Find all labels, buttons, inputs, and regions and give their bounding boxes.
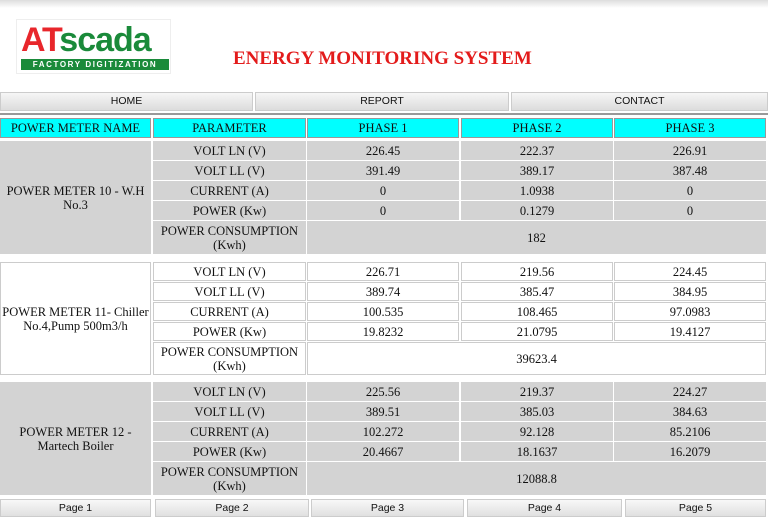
volt-ln-phase-3: 224.45 xyxy=(614,262,766,281)
volt-ln-phase-3: 226.91 xyxy=(614,141,766,160)
param-power: POWER (Kw) xyxy=(153,322,306,341)
power-phase-1: 0 xyxy=(307,201,459,220)
nav-home[interactable]: HOME xyxy=(0,92,253,111)
power-phase-2: 21.0795 xyxy=(461,322,613,341)
current-phase-3: 97.0983 xyxy=(614,302,766,321)
current-phase-1: 0 xyxy=(307,181,459,200)
param-power: POWER (Kw) xyxy=(153,201,306,220)
param-current: CURRENT (A) xyxy=(153,302,306,321)
volt-ln-phase-1: 226.71 xyxy=(307,262,459,281)
current-phase-1: 100.535 xyxy=(307,302,459,321)
logo-tagline: FACTORY DIGITIZATION xyxy=(21,59,169,70)
page-title: ENERGY MONITORING SYSTEM xyxy=(233,48,532,69)
param-current: CURRENT (A) xyxy=(153,181,306,200)
volt-ll-phase-3: 384.63 xyxy=(614,402,766,421)
nav-contact[interactable]: CONTACT xyxy=(511,92,768,111)
top-bar xyxy=(0,0,768,8)
page-1-button[interactable]: Page 1 xyxy=(0,499,151,517)
meter-name: POWER METER 10 - W.H No.3 xyxy=(0,141,151,254)
param-volt-ln: VOLT LN (V) xyxy=(153,262,306,281)
logo-brand: ATscada xyxy=(21,21,152,59)
volt-ll-phase-1: 389.74 xyxy=(307,282,459,301)
power-phase-3: 16.2079 xyxy=(614,442,766,461)
volt-ln-phase-2: 222.37 xyxy=(461,141,613,160)
volt-ll-phase-3: 387.48 xyxy=(614,161,766,180)
param-power-consumption: POWER CONSUMPTION (Kwh) xyxy=(153,462,306,495)
page-5-button[interactable]: Page 5 xyxy=(625,499,766,517)
power-consumption-value: 12088.8 xyxy=(307,462,766,495)
header-parameter: PARAMETER xyxy=(153,118,306,138)
power-consumption-value: 39623.4 xyxy=(307,342,766,375)
current-phase-2: 1.0938 xyxy=(461,181,613,200)
current-phase-3: 0 xyxy=(614,181,766,200)
volt-ll-phase-1: 391.49 xyxy=(307,161,459,180)
header-phase-1: PHASE 1 xyxy=(307,118,459,138)
header-phase-3: PHASE 3 xyxy=(614,118,766,138)
divider xyxy=(0,113,768,115)
power-phase-3: 19.4127 xyxy=(614,322,766,341)
volt-ll-phase-2: 385.03 xyxy=(461,402,613,421)
power-phase-2: 18.1637 xyxy=(461,442,613,461)
atscada-logo: ATscada FACTORY DIGITIZATION xyxy=(16,19,171,74)
page-2-button[interactable]: Page 2 xyxy=(155,499,309,517)
param-volt-ln: VOLT LN (V) xyxy=(153,382,306,401)
power-phase-1: 19.8232 xyxy=(307,322,459,341)
power-phase-3: 0 xyxy=(614,201,766,220)
header-phase-2: PHASE 2 xyxy=(461,118,613,138)
param-volt-ll: VOLT LL (V) xyxy=(153,282,306,301)
volt-ln-phase-2: 219.56 xyxy=(461,262,613,281)
volt-ll-phase-2: 389.17 xyxy=(461,161,613,180)
meter-name: POWER METER 12 - Martech Boiler xyxy=(0,382,151,495)
power-phase-1: 20.4667 xyxy=(307,442,459,461)
param-current: CURRENT (A) xyxy=(153,422,306,441)
page-4-button[interactable]: Page 4 xyxy=(467,499,622,517)
param-power-consumption: POWER CONSUMPTION (Kwh) xyxy=(153,221,306,254)
volt-ll-phase-3: 384.95 xyxy=(614,282,766,301)
volt-ln-phase-1: 226.45 xyxy=(307,141,459,160)
header-meter-name: POWER METER NAME xyxy=(0,118,151,138)
power-consumption-value: 182 xyxy=(307,221,766,254)
nav-report[interactable]: REPORT xyxy=(255,92,509,111)
volt-ln-phase-2: 219.37 xyxy=(461,382,613,401)
current-phase-1: 102.272 xyxy=(307,422,459,441)
page-3-button[interactable]: Page 3 xyxy=(311,499,464,517)
param-volt-ll: VOLT LL (V) xyxy=(153,161,306,180)
volt-ln-phase-1: 225.56 xyxy=(307,382,459,401)
power-phase-2: 0.1279 xyxy=(461,201,613,220)
param-volt-ln: VOLT LN (V) xyxy=(153,141,306,160)
param-power-consumption: POWER CONSUMPTION (Kwh) xyxy=(153,342,306,375)
volt-ll-phase-1: 389.51 xyxy=(307,402,459,421)
volt-ll-phase-2: 385.47 xyxy=(461,282,613,301)
current-phase-2: 108.465 xyxy=(461,302,613,321)
meter-name: POWER METER 11- Chiller No.4,Pump 500m3/… xyxy=(0,262,151,375)
param-power: POWER (Kw) xyxy=(153,442,306,461)
current-phase-3: 85.2106 xyxy=(614,422,766,441)
param-volt-ll: VOLT LL (V) xyxy=(153,402,306,421)
volt-ln-phase-3: 224.27 xyxy=(614,382,766,401)
current-phase-2: 92.128 xyxy=(461,422,613,441)
